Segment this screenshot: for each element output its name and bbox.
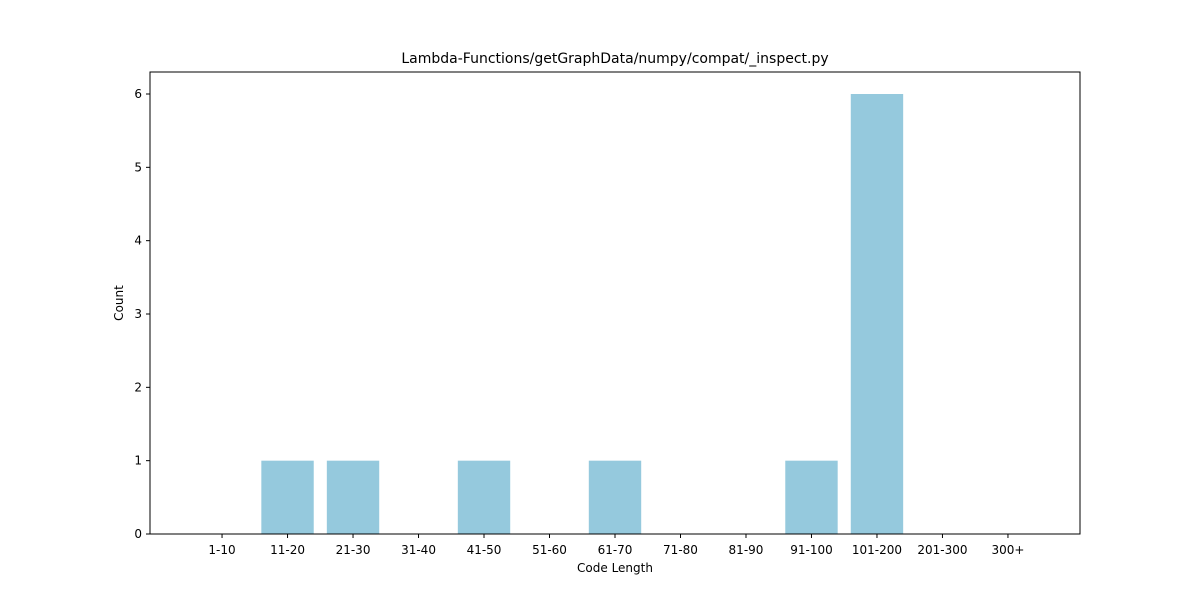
x-tick-label: 11-20	[270, 543, 305, 557]
x-tick-label: 61-70	[598, 543, 633, 557]
plot-frame	[149, 71, 1081, 535]
y-tick-label: 1	[134, 454, 142, 468]
x-axis-label: Code Length	[577, 561, 653, 575]
bar-61-70	[588, 460, 642, 534]
bar-101-200	[850, 94, 904, 534]
x-tick-label: 300+	[991, 543, 1024, 557]
y-tick-label: 3	[134, 307, 142, 321]
bar-21-30	[326, 460, 380, 534]
x-tick-label: 81-90	[729, 543, 764, 557]
x-tick-label: 201-300	[917, 543, 967, 557]
x-tick-label: 91-100	[790, 543, 833, 557]
x-tick-label: 41-50	[467, 543, 502, 557]
x-tick-label: 51-60	[532, 543, 567, 557]
x-axis-ticks: 1-10 11-20 21-30 31-40 41-50 51-60 61-70 71-80 8…	[208, 534, 1024, 557]
x-tick-label: 21-30	[336, 543, 371, 557]
y-tick-label: 4	[134, 234, 142, 248]
bar-91-100	[785, 460, 838, 534]
y-axis-ticks: 0 1 2 3 4 5 6	[134, 87, 150, 541]
y-axis-label: Count	[112, 285, 126, 321]
y-tick-label: 2	[134, 380, 142, 394]
x-tick-label: 71-80	[663, 543, 698, 557]
bar-11-20	[261, 460, 314, 534]
y-tick-label: 0	[134, 527, 142, 541]
x-tick-label: 1-10	[208, 543, 235, 557]
x-tick-label: 31-40	[401, 543, 436, 557]
x-tick-label: 101-200	[852, 543, 902, 557]
y-tick-label: 5	[134, 160, 142, 174]
bars-group	[261, 94, 904, 534]
y-tick-label: 6	[134, 87, 142, 101]
bar-41-50	[457, 460, 511, 534]
chart-title: Lambda-Functions/getGraphData/numpy/comp…	[401, 51, 828, 67]
